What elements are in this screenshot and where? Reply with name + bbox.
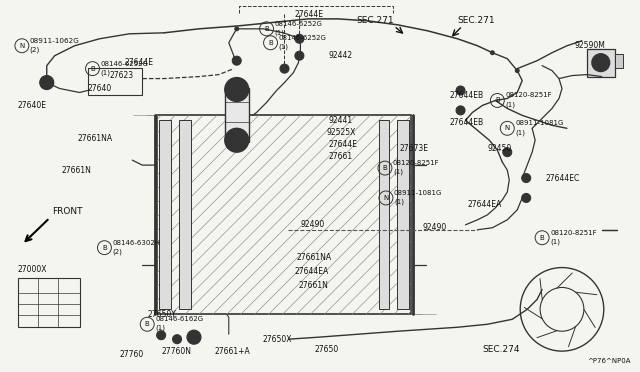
Text: (1): (1) [515, 129, 525, 135]
Circle shape [280, 64, 289, 73]
Bar [179, 121, 191, 310]
Circle shape [456, 86, 465, 95]
Text: N: N [383, 195, 388, 201]
Text: 27644E: 27644E [294, 10, 323, 19]
Text: (1): (1) [100, 69, 111, 76]
Text: 08146-6252G: 08146-6252G [100, 61, 148, 67]
Text: B: B [495, 97, 500, 103]
Text: (1): (1) [155, 325, 165, 331]
Text: 27644E: 27644E [328, 140, 357, 149]
Circle shape [522, 174, 531, 183]
Bar [587, 49, 614, 77]
Circle shape [234, 26, 239, 31]
Text: 92525X: 92525X [326, 128, 356, 137]
Text: B: B [145, 321, 150, 327]
Text: 08120-8251F: 08120-8251F [393, 160, 440, 166]
Text: 27661: 27661 [328, 152, 353, 161]
Text: 92590M: 92590M [575, 41, 606, 50]
Circle shape [522, 193, 531, 202]
Text: 27644E: 27644E [124, 58, 154, 67]
Bar [88, 68, 142, 96]
Text: 08120-8251F: 08120-8251F [550, 230, 596, 236]
Text: (1): (1) [550, 238, 560, 245]
Circle shape [157, 331, 166, 340]
Bar [157, 115, 411, 314]
Circle shape [456, 106, 465, 115]
Text: 27644EC: 27644EC [545, 174, 579, 183]
Text: SEC.271: SEC.271 [458, 16, 495, 25]
Bar [159, 121, 171, 310]
Text: 27760: 27760 [120, 350, 143, 359]
Circle shape [592, 54, 610, 72]
Text: (1): (1) [506, 101, 515, 108]
Bar [225, 87, 249, 142]
Text: N: N [19, 43, 24, 49]
Text: 08146-6252G: 08146-6252G [278, 35, 326, 41]
Text: 27661N: 27661N [298, 281, 328, 290]
Text: 27661NA: 27661NA [296, 253, 332, 262]
Text: (2): (2) [30, 46, 40, 53]
Circle shape [232, 56, 241, 65]
Circle shape [295, 34, 304, 43]
Text: 27644EB: 27644EB [449, 118, 484, 127]
Text: B: B [383, 165, 387, 171]
Text: 27640E: 27640E [18, 101, 47, 110]
Text: 08911-1081G: 08911-1081G [515, 120, 564, 126]
Text: 27661NA: 27661NA [77, 134, 113, 143]
Circle shape [187, 330, 201, 344]
Text: 27644EA: 27644EA [294, 267, 329, 276]
Text: B: B [90, 65, 95, 72]
Text: 92441: 92441 [328, 116, 353, 125]
Bar [397, 121, 409, 310]
Text: 92442: 92442 [328, 51, 353, 60]
Text: (2): (2) [113, 248, 122, 255]
Text: 27623: 27623 [109, 71, 134, 80]
Text: (1): (1) [394, 199, 404, 205]
Bar [379, 121, 389, 310]
Text: 08120-8251F: 08120-8251F [506, 93, 552, 99]
Circle shape [40, 76, 54, 90]
Text: 27650: 27650 [314, 344, 339, 354]
Circle shape [225, 128, 249, 152]
Text: (1): (1) [278, 44, 289, 50]
Text: SEC.274: SEC.274 [483, 344, 520, 354]
Text: 27000X: 27000X [18, 265, 47, 274]
Circle shape [295, 51, 304, 60]
Circle shape [490, 50, 495, 55]
Circle shape [515, 68, 520, 73]
Bar [18, 278, 79, 327]
Circle shape [503, 148, 512, 157]
Text: 92490: 92490 [423, 223, 447, 232]
Circle shape [173, 335, 182, 344]
Text: 08911-1081G: 08911-1081G [394, 190, 442, 196]
Text: B: B [268, 40, 273, 46]
Text: B: B [540, 235, 545, 241]
Text: 27673E: 27673E [400, 144, 429, 153]
Text: N: N [505, 125, 510, 131]
Text: 27640: 27640 [88, 84, 112, 93]
Text: 27644EB: 27644EB [449, 91, 484, 100]
Text: 08146-6252G: 08146-6252G [275, 21, 323, 27]
Text: 92450: 92450 [488, 144, 511, 153]
Text: 08911-1062G: 08911-1062G [30, 38, 80, 44]
Text: (1): (1) [393, 169, 403, 175]
Text: 08146-6162G: 08146-6162G [155, 316, 204, 322]
Text: B: B [264, 26, 269, 32]
Bar [614, 54, 623, 68]
Text: FRONT: FRONT [52, 207, 82, 217]
Text: (1): (1) [275, 29, 285, 36]
Text: 27661N: 27661N [61, 166, 92, 174]
Text: 27644EA: 27644EA [467, 201, 502, 209]
Text: SEC.271: SEC.271 [356, 16, 394, 25]
Text: ^P76^NP0A: ^P76^NP0A [587, 358, 630, 364]
Text: 27650Y: 27650Y [147, 310, 176, 319]
Text: 27650X: 27650X [262, 335, 292, 344]
Text: 92490: 92490 [300, 220, 324, 229]
Text: 27661+A: 27661+A [215, 347, 251, 356]
Circle shape [298, 36, 303, 41]
Text: 08146-6302H: 08146-6302H [113, 240, 161, 246]
Circle shape [225, 78, 249, 102]
Text: B: B [102, 245, 107, 251]
Text: 27760N: 27760N [161, 347, 191, 356]
